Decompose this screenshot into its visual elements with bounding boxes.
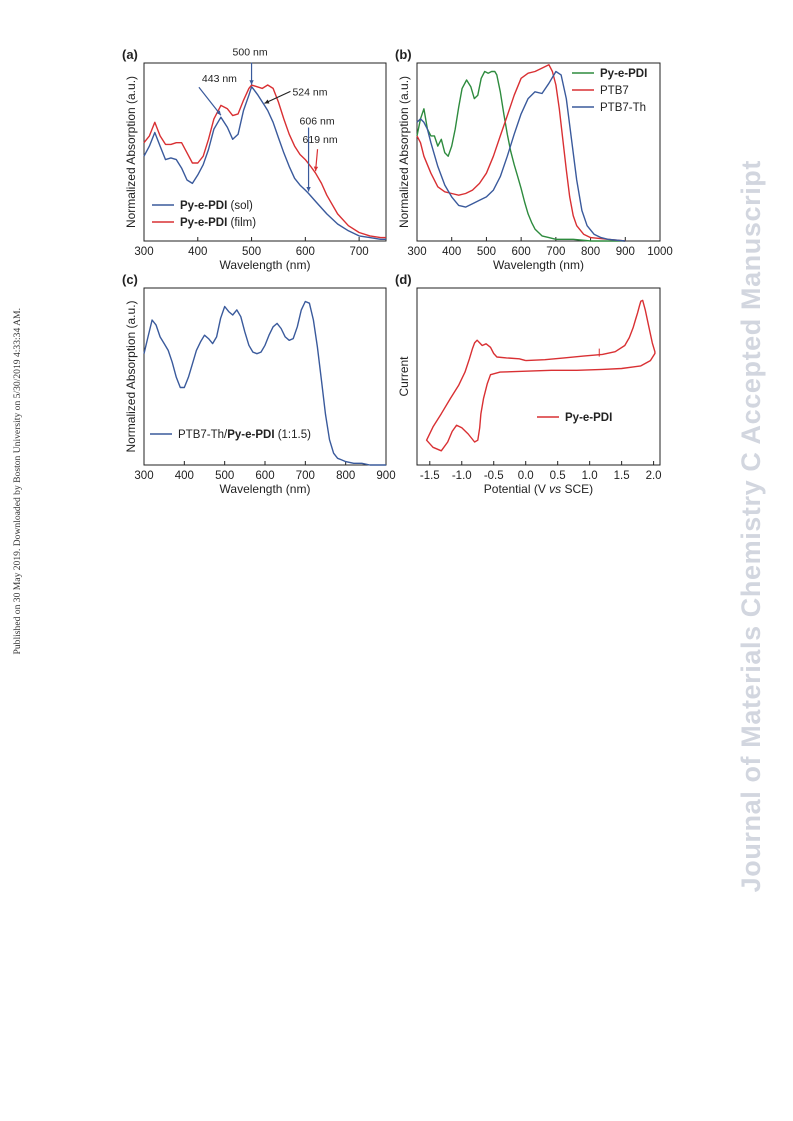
annotation-arrowhead: [306, 187, 311, 192]
legend-entry-part: (film): [227, 217, 256, 229]
y-axis-label: Normalized Absorption (a.u.): [124, 76, 138, 228]
x-tick-label: 900: [376, 470, 395, 482]
x-tick-label: 1000: [647, 246, 673, 258]
series-line-0: [425, 299, 656, 452]
legend-entry: PTB7-Th: [600, 102, 646, 114]
panel-label: (a): [122, 47, 138, 62]
x-tick-label: 400: [175, 470, 194, 482]
x-axis-label: Wavelength (nm): [220, 482, 311, 496]
legend-entry-part: (1:1.5): [275, 429, 312, 441]
y-axis-label: Current: [397, 356, 411, 397]
x-tick-label: -0.5: [484, 470, 504, 482]
x-tick-label: 500: [477, 246, 496, 258]
x-tick-label: 600: [255, 470, 274, 482]
x-tick-label: 700: [546, 246, 565, 258]
annotation-arrowhead: [249, 80, 254, 85]
legend-entry-part: Py-e-PDI: [180, 200, 227, 212]
series-line-0: [416, 70, 626, 242]
x-tick-label: -1.5: [420, 470, 440, 482]
legend-entry: Py-e-PDI: [565, 412, 612, 424]
legend-entry: Py-e-PDI (sol): [180, 200, 253, 212]
plot-frame: [416, 62, 661, 242]
x-tick-label: 0.0: [518, 470, 534, 482]
x-tick-label: 300: [134, 470, 153, 482]
x-tick-label: 400: [442, 246, 461, 258]
legend-entry: Py-e-PDI: [600, 68, 647, 80]
annotation-label: 443 nm: [202, 73, 237, 85]
x-tick-label: 300: [407, 246, 426, 258]
x-tick-label: 700: [350, 246, 369, 258]
panel-label: (b): [395, 47, 412, 62]
annotation-arrow: [264, 90, 291, 104]
annotation-label: 524 nm: [292, 86, 327, 98]
legend-entry: Py-e-PDI (film): [180, 217, 256, 229]
x-tick-label: 600: [296, 246, 315, 258]
annotation-arrow: [198, 86, 222, 116]
legend-entry-part: PTB7-Th/: [178, 429, 228, 441]
x-axis-label: Wavelength (nm): [220, 258, 311, 272]
x-tick-label: 400: [188, 246, 207, 258]
x-tick-label: 1.5: [614, 470, 630, 482]
x-tick-label: 500: [242, 246, 261, 258]
legend-entry-part: Py-e-PDI: [600, 68, 647, 80]
y-axis-label: Normalized Absorption (a.u.): [124, 300, 138, 452]
x-axis-label-part: Potential (V: [484, 482, 549, 496]
legend-entry: PTB7-Th/Py-e-PDI (1:1.5): [178, 429, 311, 441]
x-tick-label: 300: [134, 246, 153, 258]
annotation-arrowhead: [313, 166, 319, 172]
x-tick-label: 2.0: [646, 470, 662, 482]
series-line-1: [143, 84, 386, 239]
annotation-label: 606 nm: [300, 116, 335, 128]
x-axis-label-part: SCE): [561, 482, 593, 496]
x-tick-label: 800: [581, 246, 600, 258]
panel-d: (d) -1.5 -1.0 -0.5 0.0 0.5 1.0 1.5 2.0 Potential …: [395, 272, 662, 496]
annotation-arrowhead: [216, 110, 221, 116]
series-line-0: [143, 85, 386, 241]
legend-entry-part: Py-e-PDI: [565, 412, 612, 424]
panel-label: (c): [122, 272, 138, 287]
legend-entry-part: (sol): [227, 200, 253, 212]
annotation-arrowhead: [264, 99, 270, 104]
x-tick-label: 1.0: [582, 470, 598, 482]
x-axis-label: Potential (V vs SCE): [484, 482, 593, 496]
legend-entry-part: Py-e-PDI: [180, 217, 227, 229]
x-axis-label: Wavelength (nm): [493, 258, 584, 272]
plot-frame: [416, 287, 661, 466]
x-tick-label: 500: [215, 470, 234, 482]
x-tick-label: 0.5: [550, 470, 566, 482]
series-line-1: [416, 63, 626, 242]
x-tick-label: 700: [296, 470, 315, 482]
y-axis-label: Normalized Absorption (a.u.): [397, 76, 411, 228]
x-tick-label: 900: [616, 246, 635, 258]
panel-b: (b) 300 400 500 600 700 800 900 1000 Wavelength (…: [395, 47, 673, 272]
legend-entry-part: PTB7-Th: [600, 102, 646, 114]
x-tick-label: 600: [512, 246, 531, 258]
panel-c: (c) 300 400 500 600 700 800 900 Wavelength (nm) N…: [122, 272, 396, 496]
legend-entry: PTB7: [600, 85, 629, 97]
annotation-label: 500 nm: [233, 47, 268, 59]
x-tick-label: 800: [336, 470, 355, 482]
plot-frame: [143, 62, 387, 242]
panel-a: (a) 300 400 500 600 700 Wavelength (nm) Normali…: [122, 47, 387, 272]
annotation-label: 619 nm: [303, 134, 338, 146]
legend-entry-part: Py-e-PDI: [227, 429, 274, 441]
panel-label: (d): [395, 272, 412, 287]
series-line-2: [416, 70, 626, 242]
x-axis-label-part: vs: [549, 482, 561, 496]
legend-entry-part: PTB7: [600, 85, 629, 97]
x-tick-label: -1.0: [452, 470, 472, 482]
series-line-0: [143, 300, 386, 466]
